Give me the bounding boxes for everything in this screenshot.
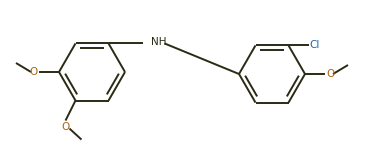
Text: O: O xyxy=(62,122,70,132)
Text: NH: NH xyxy=(151,37,166,47)
Text: O: O xyxy=(30,67,38,77)
Text: Cl: Cl xyxy=(310,40,320,50)
Text: O: O xyxy=(326,69,334,79)
